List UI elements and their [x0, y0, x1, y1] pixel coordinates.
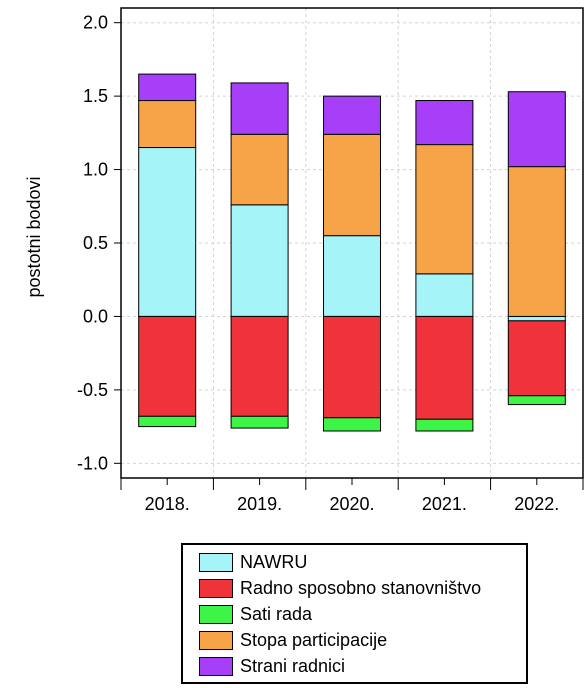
plot-frame [120, 7, 584, 479]
legend-label: Strani radnici [240, 655, 346, 676]
x-tick-label: 2018. [145, 494, 190, 514]
y-tick-label: 2.0 [83, 13, 108, 33]
bar-segment-nawru [507, 315, 566, 322]
legend-item: Sati rada [199, 603, 312, 625]
bar-segment-sati-rada [230, 415, 289, 429]
y-axis-label: postotni bodovi [24, 176, 44, 297]
legend-item: Strani radnici [199, 655, 345, 677]
y-tick-label: 1.5 [83, 86, 108, 106]
x-tick-label: 2021. [422, 494, 467, 514]
bar-segment-radno-sposobno-stanovni-tvo [323, 315, 381, 419]
bar-segment-stopa-participacije [507, 166, 566, 317]
legend-item: NAWRU [199, 551, 307, 573]
bar-segment-radno-sposobno-stanovni-tvo [415, 315, 474, 420]
legend: NAWRU Radno sposobno stanovništvo Sati rad… [181, 543, 528, 684]
legend-swatch [199, 578, 233, 598]
legend-label: Stopa participacije [240, 629, 388, 650]
y-tick-label: 0.5 [83, 233, 108, 253]
legend-swatch [199, 630, 233, 650]
y-tick-label: 0.0 [83, 306, 108, 326]
x-tick-label: 2019. [237, 494, 282, 514]
bar-segment-radno-sposobno-stanovni-tvo [507, 320, 566, 397]
bar-segment-radno-sposobno-stanovni-tvo [138, 315, 197, 417]
bar-segment-sati-rada [507, 395, 566, 406]
bar-segment-stopa-participacije [323, 133, 381, 237]
bar-segment-stopa-participacije [138, 100, 197, 149]
bar-segment-radno-sposobno-stanovni-tvo [230, 315, 289, 417]
bar-segment-strani-radnici [507, 91, 566, 168]
bar-segment-nawru [323, 235, 381, 317]
bar-segment-stopa-participacije [230, 133, 289, 206]
y-tick-label: -1.0 [77, 453, 108, 473]
bar-segment-strani-radnici [138, 73, 197, 102]
bar-segment-sati-rada [323, 417, 381, 432]
legend-swatch [199, 552, 233, 572]
y-tick-label: -0.5 [77, 380, 108, 400]
bar-segment-stopa-participacije [415, 144, 474, 275]
legend-label: Radno sposobno stanovništvo [240, 577, 482, 598]
bar-segment-strani-radnici [415, 100, 474, 146]
x-tick-label: 2022. [514, 494, 559, 514]
legend-label: NAWRU [240, 551, 308, 572]
x-tick-label: 2020. [329, 494, 374, 514]
bar-segment-nawru [415, 273, 474, 317]
legend-item: Radno sposobno stanovništvo [199, 577, 481, 599]
legend-label: Sati rada [240, 603, 313, 624]
bar-segment-sati-rada [138, 415, 197, 428]
bar-segment-nawru [138, 147, 197, 317]
bar-segment-strani-radnici [230, 82, 289, 135]
legend-item: Stopa participacije [199, 629, 387, 651]
y-tick-label: 1.0 [83, 160, 108, 180]
legend-swatch [199, 604, 233, 624]
bar-segment-nawru [230, 204, 289, 317]
bar-segment-strani-radnici [323, 95, 381, 135]
axes: 2.0 1.5 1.0 0.5 0.0 -0.5 -1.0 2018. 2019. 2020. 20… [77, 7, 584, 514]
legend-swatch [199, 656, 233, 676]
bar-segment-sati-rada [415, 418, 474, 432]
bars [138, 73, 566, 432]
